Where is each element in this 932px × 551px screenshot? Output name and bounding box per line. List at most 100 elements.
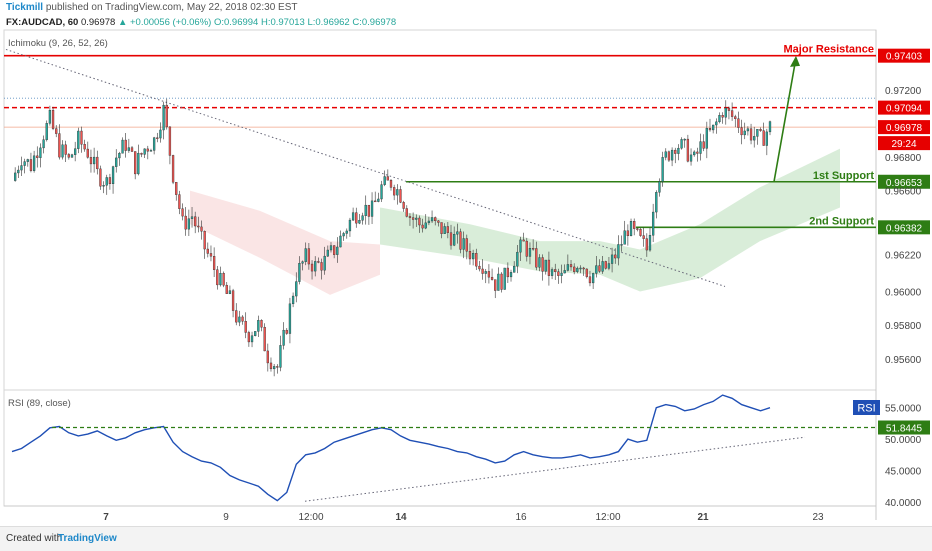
- candle-body: [702, 141, 705, 149]
- candle-body: [582, 267, 585, 270]
- price-change: +0.00056 (+0.06%): [129, 17, 212, 28]
- candle-body: [443, 226, 446, 234]
- publish-header: Tickmill published on TradingView.com, M…: [6, 2, 297, 13]
- candle-body: [64, 144, 67, 155]
- countdown-bg: [878, 136, 930, 151]
- candle-body: [465, 238, 468, 252]
- candle-body: [664, 151, 667, 158]
- candle-body: [118, 152, 121, 159]
- symbol-name[interactable]: FX:AUDCAD, 60: [6, 17, 79, 28]
- candle-body: [513, 265, 516, 273]
- candle-body: [509, 272, 513, 278]
- candle-body: [563, 270, 566, 274]
- candle-body: [127, 147, 131, 151]
- candle-body: [506, 267, 510, 278]
- candle-body: [168, 126, 172, 156]
- candle-body: [402, 202, 405, 209]
- candle-body: [636, 228, 639, 230]
- candle-body: [490, 276, 494, 280]
- candle-body: [696, 151, 699, 154]
- candle-body: [260, 320, 263, 328]
- candle-body: [235, 310, 238, 323]
- candle-body: [29, 159, 33, 171]
- candle-body: [310, 263, 314, 272]
- candle-body: [152, 137, 156, 151]
- rsi-line: [11, 394, 771, 502]
- tradingview-logo[interactable]: TradingView: [58, 533, 117, 544]
- candle-body: [566, 264, 570, 271]
- candle-body: [178, 194, 181, 209]
- candle-body: [633, 221, 636, 229]
- candle-body: [538, 257, 541, 268]
- price-tick-3: 0.96220: [885, 251, 922, 262]
- candle-body: [317, 261, 320, 263]
- candle-body: [105, 177, 108, 186]
- rsi-badge-bg: [853, 400, 880, 415]
- candle-body: [115, 157, 118, 167]
- candle-body: [753, 136, 756, 141]
- candle-body: [541, 257, 544, 272]
- candle-body: [699, 141, 702, 154]
- candle-body: [481, 268, 484, 274]
- candle-body: [285, 329, 288, 334]
- rsi-legend[interactable]: RSI (89, close): [8, 398, 71, 409]
- candle-body: [554, 269, 557, 272]
- candle-body: [159, 129, 162, 139]
- candle-body: [718, 115, 721, 123]
- candle-body: [389, 180, 393, 188]
- candle-body: [225, 284, 228, 294]
- price-chart[interactable]: Major Resistance 0.97403 0.97094 0.96978 1st…: [0, 0, 932, 526]
- candle-body: [427, 220, 431, 224]
- candle-body: [617, 244, 620, 259]
- candle-body: [336, 246, 339, 255]
- candle-body: [746, 128, 750, 132]
- ichimoku-legend[interactable]: Ichimoku (9, 26, 52, 26): [8, 38, 108, 49]
- candle-body: [585, 268, 588, 277]
- candle-body: [39, 147, 42, 158]
- candle-body: [626, 230, 630, 237]
- footer-bar: Created with TradingView: [0, 526, 932, 551]
- candle-body: [89, 157, 93, 165]
- candle-body: [393, 187, 396, 196]
- candle-body: [550, 269, 554, 276]
- candle-body: [446, 226, 449, 233]
- level-label-5: 2nd Support: [809, 215, 874, 227]
- candle-body: [149, 150, 153, 152]
- candle-body: [323, 255, 326, 271]
- candle-body: [756, 129, 759, 137]
- candle-body: [212, 256, 216, 270]
- candle-body: [171, 155, 175, 183]
- candle-body: [471, 253, 475, 260]
- candle-body: [83, 144, 86, 150]
- price-tick-2: 0.96600: [885, 187, 922, 198]
- candle-body: [573, 266, 576, 272]
- candle-body: [689, 154, 693, 162]
- brand-name[interactable]: Tickmill: [6, 2, 44, 13]
- candle-body: [51, 110, 55, 129]
- candle-body: [579, 267, 582, 270]
- candle-body: [437, 220, 440, 223]
- rsi-tick-0: 55.0000: [885, 404, 922, 415]
- time-tick-3: 14: [395, 512, 407, 523]
- candle-body: [396, 189, 399, 196]
- candle-body: [162, 104, 165, 131]
- candle-body: [36, 155, 39, 158]
- price-tag-bg-5: [878, 220, 930, 235]
- candle-body: [721, 115, 724, 118]
- candle-body: [595, 265, 598, 274]
- candle-body: [345, 230, 348, 234]
- candle-body: [639, 229, 642, 236]
- candle-body: [370, 200, 374, 217]
- candle-body: [569, 264, 573, 268]
- candle-body: [140, 152, 143, 155]
- time-tick-0: 7: [103, 512, 109, 523]
- candle-body: [535, 248, 538, 268]
- rsi-tick-2: 45.0000: [885, 466, 922, 477]
- candle-body: [80, 130, 83, 145]
- projection-arrow-head: [790, 55, 800, 67]
- candle-body: [740, 127, 743, 136]
- candle-body: [130, 147, 134, 152]
- candle-body: [620, 244, 623, 246]
- candle-body: [288, 303, 292, 334]
- candle-body: [749, 128, 753, 141]
